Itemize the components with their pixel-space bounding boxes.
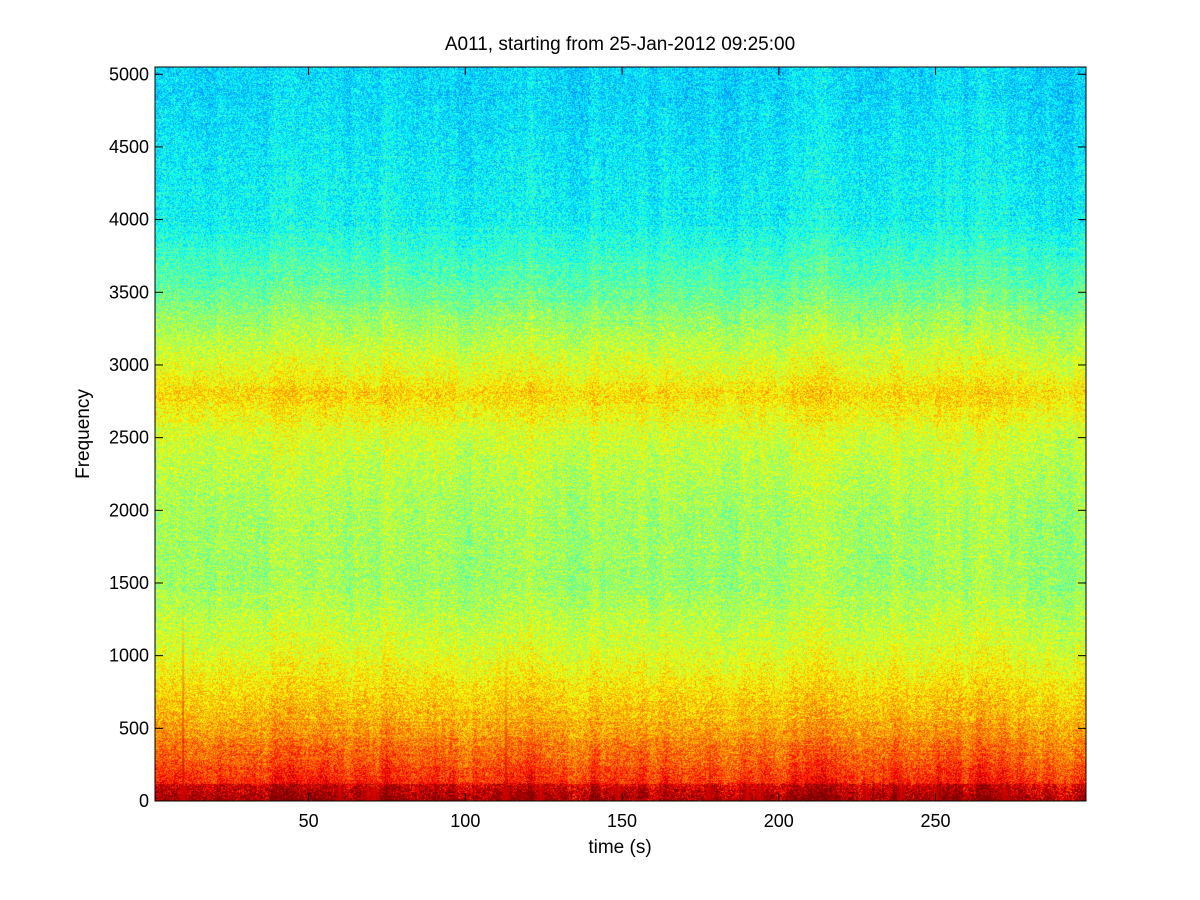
y-tick-label: 3000 [109, 355, 149, 375]
x-axis-label: time (s) [588, 837, 651, 858]
y-tick-label: 0 [139, 791, 149, 811]
y-axis-ticks: 0 500 1000 1500 2000 2500 3000 3500 4000 4500 5000 [109, 64, 1086, 811]
y-tick-label: 5000 [109, 64, 149, 84]
spectrogram-image [155, 67, 1086, 801]
y-tick-label: 1000 [109, 646, 149, 666]
x-tick-label: 200 [764, 811, 794, 831]
x-tick-label: 100 [450, 811, 480, 831]
x-axis-ticks: 50 100 150 200 250 [299, 67, 951, 831]
x-tick-label: 50 [299, 811, 319, 831]
y-tick-label: 2000 [109, 500, 149, 520]
x-tick-label: 150 [607, 811, 637, 831]
chart-title: A011, starting from 25-Jan-2012 09:25:00 [445, 34, 795, 55]
y-axis-label: Frequency [73, 389, 94, 479]
y-tick-label: 3500 [109, 282, 149, 302]
y-tick-label: 2500 [109, 428, 149, 448]
y-tick-label: 4500 [109, 137, 149, 157]
y-tick-label: 500 [119, 718, 149, 738]
plot-frame [154, 66, 1087, 802]
y-tick-label: 1500 [109, 573, 149, 593]
y-tick-label: 4000 [109, 210, 149, 230]
plot-area [155, 67, 1086, 801]
x-tick-label: 250 [921, 811, 951, 831]
